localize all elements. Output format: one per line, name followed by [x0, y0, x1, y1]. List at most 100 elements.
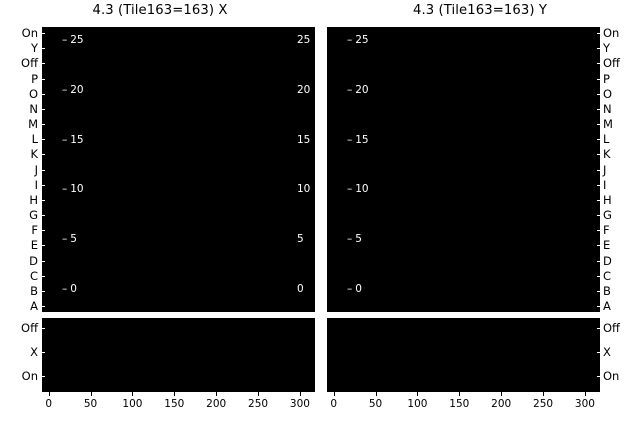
y-tick-label: A	[603, 299, 611, 313]
y-tick-mark	[42, 328, 45, 329]
y-tick-mark	[597, 184, 600, 186]
plot-area-y: –25 –20 –15 –10 –5 –0	[327, 27, 600, 392]
x-tick-label: 50	[83, 398, 98, 410]
y-tick-label: I	[34, 177, 38, 192]
y-tick-mark	[42, 275, 45, 277]
secondary-y-tick-label: –20	[62, 83, 84, 96]
x-tick-label: 200	[491, 398, 512, 410]
y-tick-mark	[42, 48, 45, 50]
x-tick-mark	[48, 392, 50, 396]
x-tick-mark	[258, 392, 260, 396]
y-tick-label: H	[29, 192, 38, 207]
y-tick-mark	[597, 306, 600, 307]
y-tick-label: L	[31, 132, 38, 147]
axes-upper-y	[327, 27, 600, 312]
x-tick-mark	[90, 392, 92, 396]
secondary-y-tick-label-right: 20	[297, 84, 311, 96]
x-tick-label: 150	[164, 398, 185, 410]
x-tick-mark	[132, 392, 134, 396]
y-tick-label: E	[603, 238, 611, 253]
y-tick-mark	[597, 215, 600, 216]
y-tick-mark	[42, 290, 45, 292]
y-tick-label: D	[603, 253, 612, 268]
x-tick-label: 300	[574, 398, 595, 410]
x-tick-mark	[459, 392, 461, 396]
y-tick-label: J	[34, 162, 38, 177]
secondary-y-tick-label: –25	[347, 34, 369, 46]
y-tick-label: C	[29, 268, 38, 283]
y-tick-label: Y	[603, 41, 611, 56]
axes-lower-x	[42, 318, 315, 392]
secondary-y-tick-label: –0	[347, 283, 362, 295]
y-tick-label: F	[31, 223, 38, 238]
y-tick-mark	[42, 93, 45, 95]
y-tick-label: G	[29, 208, 38, 222]
secondary-y-tick-label: –5	[62, 233, 77, 246]
subplot-x: 4.3 (Tile163=163) X Dipole OnYOffPONMLKJ…	[21, 3, 315, 422]
y-tick-mark	[597, 169, 600, 171]
y-tick-label: M	[28, 117, 38, 131]
x-tick-label: 50	[368, 398, 383, 410]
y-tick-label: Off	[603, 56, 620, 71]
y-tick-label: F	[603, 223, 610, 238]
y-tick-mark	[42, 215, 45, 216]
x-axis-x: 0 50 100 150 200 250 300	[42, 392, 315, 422]
secondary-y-tick-label: –15	[62, 133, 84, 146]
y-tick-label: On	[603, 26, 620, 40]
x-tick-mark	[299, 392, 301, 396]
y-tick-mark	[597, 78, 600, 80]
y-tick-label: B	[30, 283, 38, 298]
y-tick-mark	[42, 245, 45, 247]
x-tick-mark	[375, 392, 377, 396]
y-tick-label: Off	[603, 321, 620, 335]
x-tick-mark	[174, 392, 176, 396]
y-tick-label: A	[30, 299, 38, 313]
x-tick-mark	[584, 392, 586, 396]
y-tick-label: G	[603, 208, 612, 222]
y-tick-mark	[42, 124, 45, 125]
y-tick-mark	[42, 63, 45, 65]
y-tick-mark	[42, 376, 45, 377]
x-tick-label: 200	[206, 398, 227, 410]
y-tick-mark	[597, 33, 600, 34]
y-tick-label: N	[29, 101, 38, 116]
secondary-y-tick-label: –10	[347, 183, 369, 196]
y-tick-mark	[42, 108, 45, 110]
y-tick-mark	[597, 260, 600, 262]
x-tick-mark	[501, 392, 503, 396]
y-tick-label: X	[603, 345, 611, 359]
y-tick-label: J	[603, 162, 607, 177]
y-tick-mark	[597, 139, 600, 141]
x-tick-label: 100	[407, 398, 428, 410]
y-tick-mark	[42, 78, 45, 80]
y-tick-mark	[597, 63, 600, 65]
y-tick-mark	[597, 199, 600, 201]
y-tick-mark	[42, 306, 45, 307]
secondary-y-tick-label: –20	[347, 83, 369, 96]
y-tick-label: P	[603, 71, 610, 86]
x-tick-label: 250	[248, 398, 269, 410]
secondary-y-tick-label: –25	[62, 34, 84, 46]
y-tick-mark	[597, 93, 600, 95]
secondary-y-tick-label: –5	[347, 233, 362, 246]
y-tick-mark	[597, 108, 600, 110]
y-tick-mark	[42, 352, 45, 353]
y-tick-label: X	[30, 345, 38, 359]
y-tick-mark	[597, 245, 600, 247]
y-tick-mark	[42, 260, 45, 262]
y-tick-mark	[42, 184, 45, 186]
y-tick-mark	[597, 275, 600, 277]
x-axis-y: 0 50 100 150 200 250 300	[327, 392, 600, 422]
y-tick-label: Off	[21, 56, 38, 71]
y-tick-mark	[597, 376, 600, 377]
axes-upper-x	[42, 27, 315, 312]
secondary-y-tick-label-right: 0	[297, 284, 304, 295]
subplot-y-title: 4.3 (Tile163=163) Y	[412, 3, 548, 18]
secondary-y-tick-label-right: 15	[297, 134, 311, 146]
plot-area-x: –25 25 –20 20 –15 15 –10 10 –5 5 –0 0	[42, 27, 315, 392]
y-tick-label: O	[603, 86, 613, 101]
x-tick-mark	[543, 392, 545, 396]
y-tick-mark	[597, 290, 600, 292]
y-tick-mark	[42, 230, 45, 232]
y-tick-label: On	[21, 26, 38, 40]
